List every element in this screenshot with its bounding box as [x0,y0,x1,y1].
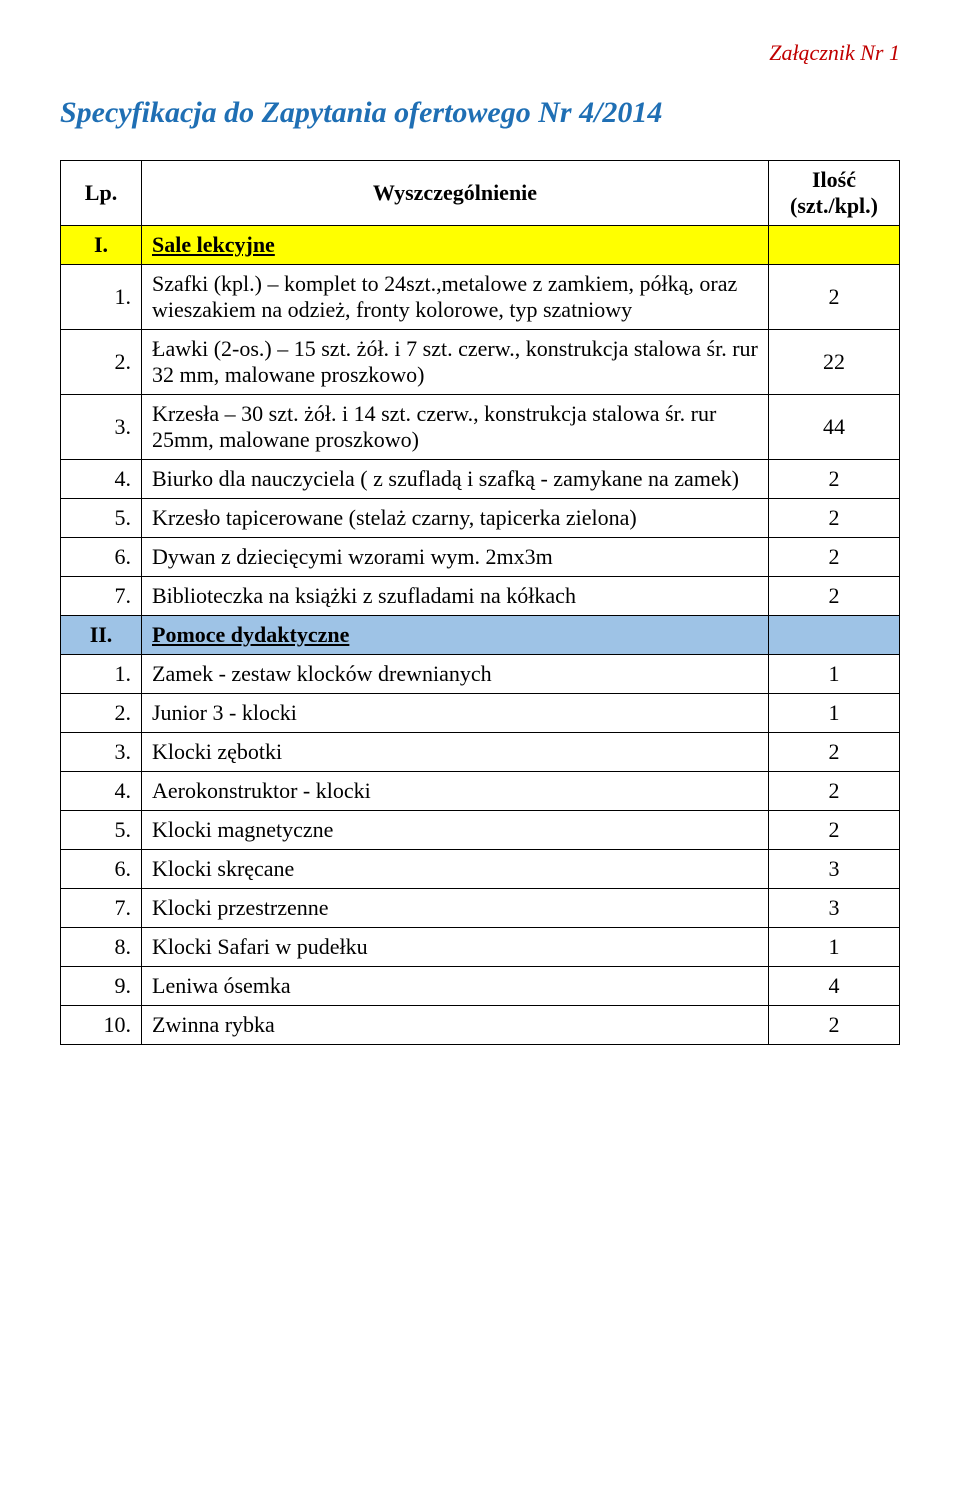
row-lp: 6. [61,850,142,889]
section-qty-empty [769,226,900,265]
row-qty: 2 [769,499,900,538]
row-lp: 6. [61,538,142,577]
table-row: 7. Klocki przestrzenne 3 [61,889,900,928]
row-desc: Krzesło tapicerowane (stelaż czarny, tap… [142,499,769,538]
row-desc: Aerokonstruktor - klocki [142,772,769,811]
row-desc: Klocki skręcane [142,850,769,889]
row-qty: 2 [769,460,900,499]
section-num: II. [61,616,142,655]
table-row: 6. Dywan z dziecięcymi wzorami wym. 2mx3… [61,538,900,577]
section-num: I. [61,226,142,265]
row-desc: Dywan z dziecięcymi wzorami wym. 2mx3m [142,538,769,577]
row-lp: 1. [61,655,142,694]
table-row: 5. Krzesło tapicerowane (stelaż czarny, … [61,499,900,538]
table-row: 3. Krzesła – 30 szt. żół. i 14 szt. czer… [61,395,900,460]
row-lp: 9. [61,967,142,1006]
table-row: 1. Zamek - zestaw klocków drewnianych 1 [61,655,900,694]
row-qty: 2 [769,577,900,616]
row-desc: Biurko dla nauczyciela ( z szufladą i sz… [142,460,769,499]
page-title: Specyfikacja do Zapytania ofertowego Nr … [60,96,900,130]
row-desc: Klocki magnetyczne [142,811,769,850]
row-desc: Zwinna rybka [142,1006,769,1045]
row-lp: 7. [61,889,142,928]
row-lp: 7. [61,577,142,616]
row-qty: 2 [769,733,900,772]
row-qty: 4 [769,967,900,1006]
row-qty: 2 [769,1006,900,1045]
row-qty: 1 [769,694,900,733]
row-desc: Junior 3 - klocki [142,694,769,733]
row-desc: Klocki przestrzenne [142,889,769,928]
table-row: 1. Szafki (kpl.) – komplet to 24szt.,met… [61,265,900,330]
table-row: 9. Leniwa ósemka 4 [61,967,900,1006]
table-header-row: Lp. Wyszczególnienie Ilość (szt./kpl.) [61,161,900,226]
row-qty: 2 [769,811,900,850]
section-row: I. Sale lekcyjne [61,226,900,265]
row-desc: Ławki (2-os.) – 15 szt. żół. i 7 szt. cz… [142,330,769,395]
row-lp: 5. [61,811,142,850]
row-qty: 3 [769,889,900,928]
section-title: Pomoce dydaktyczne [152,622,349,647]
col-lp: Lp. [61,161,142,226]
row-lp: 4. [61,772,142,811]
row-lp: 3. [61,733,142,772]
row-lp: 8. [61,928,142,967]
row-desc: Zamek - zestaw klocków drewnianych [142,655,769,694]
table-row: 3. Klocki zębotki 2 [61,733,900,772]
table-row: 5. Klocki magnetyczne 2 [61,811,900,850]
row-lp: 2. [61,694,142,733]
row-lp: 10. [61,1006,142,1045]
table-row: 4. Biurko dla nauczyciela ( z szufladą i… [61,460,900,499]
section-qty-empty [769,616,900,655]
attachment-label: Załącznik Nr 1 [60,40,900,66]
table-row: 4. Aerokonstruktor - klocki 2 [61,772,900,811]
row-desc: Krzesła – 30 szt. żół. i 14 szt. czerw.,… [142,395,769,460]
section-title-cell: Sale lekcyjne [142,226,769,265]
table-row: 10. Zwinna rybka 2 [61,1006,900,1045]
row-lp: 4. [61,460,142,499]
row-qty: 22 [769,330,900,395]
row-qty: 2 [769,265,900,330]
row-desc: Szafki (kpl.) – komplet to 24szt.,metalo… [142,265,769,330]
row-qty: 1 [769,928,900,967]
table-row: 6. Klocki skręcane 3 [61,850,900,889]
col-qty: Ilość (szt./kpl.) [769,161,900,226]
section-title-cell: Pomoce dydaktyczne [142,616,769,655]
table-row: 8. Klocki Safari w pudełku 1 [61,928,900,967]
row-qty: 2 [769,772,900,811]
row-qty: 1 [769,655,900,694]
row-lp: 3. [61,395,142,460]
row-qty: 44 [769,395,900,460]
row-lp: 5. [61,499,142,538]
row-desc: Klocki zębotki [142,733,769,772]
row-lp: 1. [61,265,142,330]
spec-table: Lp. Wyszczególnienie Ilość (szt./kpl.) I… [60,160,900,1045]
row-qty: 3 [769,850,900,889]
row-desc: Klocki Safari w pudełku [142,928,769,967]
table-row: 2. Ławki (2-os.) – 15 szt. żół. i 7 szt.… [61,330,900,395]
table-row: 2. Junior 3 - klocki 1 [61,694,900,733]
row-qty: 2 [769,538,900,577]
table-row: 7. Biblioteczka na książki z szufladami … [61,577,900,616]
section-row: II. Pomoce dydaktyczne [61,616,900,655]
col-desc: Wyszczególnienie [142,161,769,226]
section-title: Sale lekcyjne [152,232,275,257]
row-desc: Biblioteczka na książki z szufladami na … [142,577,769,616]
row-lp: 2. [61,330,142,395]
row-desc: Leniwa ósemka [142,967,769,1006]
